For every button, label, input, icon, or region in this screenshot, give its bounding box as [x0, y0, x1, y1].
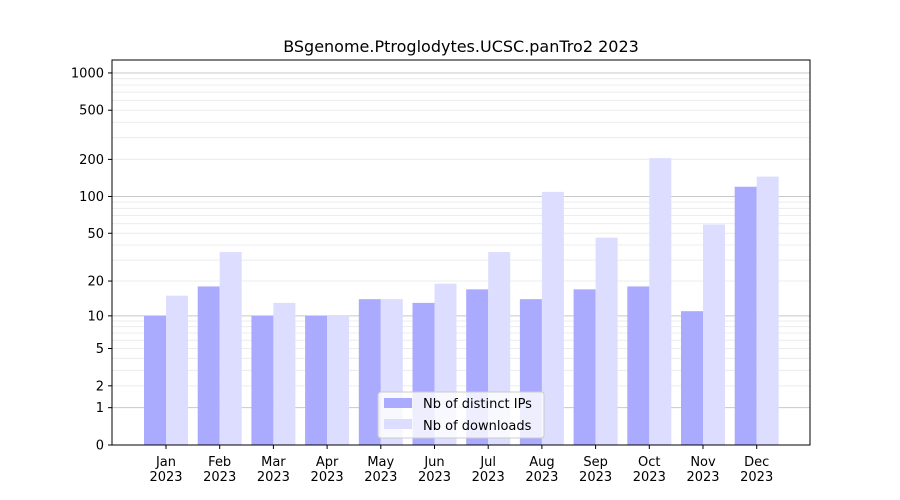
bar-downloads: [541, 191, 564, 445]
x-tick-label: Nov: [690, 455, 716, 470]
bar-ips: [197, 286, 220, 445]
legend-label-ips: Nb of distinct IPs: [423, 397, 532, 412]
x-tick-label: 2023: [579, 470, 612, 485]
bar-downloads: [273, 302, 296, 445]
x-tick-label: 2023: [311, 470, 344, 485]
bar-ips: [681, 311, 703, 445]
x-tick-label: Sep: [583, 455, 608, 470]
y-tick-label: 2: [96, 379, 104, 394]
x-tick-label: Dec: [744, 455, 769, 470]
y-axis: 0 1 2 5 10 20 50 100 200 500 1000: [71, 66, 112, 454]
x-tick-label: Feb: [208, 455, 231, 470]
bar-ips: [734, 186, 757, 445]
y-tick-label: 1000: [71, 66, 104, 81]
y-tick-label: 5: [96, 342, 104, 357]
bar-ips: [573, 289, 596, 445]
bar-downloads: [166, 295, 188, 445]
x-tick-label: 2023: [257, 470, 290, 485]
x-tick-label: 2023: [472, 470, 505, 485]
x-tick-label: 2023: [740, 470, 773, 485]
x-tick-label: Jan: [155, 455, 176, 470]
legend-swatch-downloads: [384, 419, 412, 429]
bar-downloads: [327, 315, 350, 445]
y-tick-label: 100: [79, 190, 104, 205]
x-tick-label: Jul: [479, 455, 496, 470]
y-tick-label: 200: [79, 153, 104, 168]
x-tick-label: 2023: [633, 470, 666, 485]
x-tick-label: 2023: [364, 470, 397, 485]
bar-ips: [144, 315, 166, 445]
bar-downloads: [649, 158, 672, 446]
legend-label-downloads: Nb of downloads: [423, 419, 532, 434]
x-tick-label: 2023: [525, 470, 558, 485]
bar-downloads: [703, 224, 725, 445]
plot-frame: [111, 59, 811, 446]
y-tick-label: 50: [87, 227, 104, 242]
y-tick-label: 1: [96, 401, 104, 416]
x-tick-label: Apr: [316, 455, 339, 470]
bars: [144, 158, 779, 446]
x-tick-label: Mar: [261, 455, 286, 470]
x-tick-label: 2023: [203, 470, 236, 485]
bar-ips: [251, 315, 274, 445]
x-tick-label: Oct: [638, 455, 660, 470]
bar-downloads: [756, 176, 779, 445]
x-tick-label: 2023: [149, 470, 182, 485]
y-tick-label: 20: [87, 275, 104, 290]
legend-swatch-ips: [384, 398, 412, 408]
x-tick-label: Jun: [423, 455, 444, 470]
bar-downloads: [219, 252, 242, 445]
chart-title: BSgenome.Ptroglodytes.UCSC.panTro2 2023: [283, 37, 639, 56]
y-tick-label: 500: [79, 104, 104, 119]
bar-ips: [358, 299, 381, 445]
bar-ips: [305, 315, 328, 445]
x-axis: Jan2023Feb2023Mar2023Apr2023May2023Jun20…: [149, 445, 773, 485]
x-tick-label: Aug: [529, 455, 554, 470]
x-tick-label: 2023: [418, 470, 451, 485]
legend: Nb of distinct IPs Nb of downloads: [377, 391, 545, 439]
x-tick-label: May: [367, 455, 394, 470]
y-tick-label: 10: [87, 309, 104, 324]
y-tick-label: 0: [96, 439, 104, 454]
bar-downloads: [595, 237, 618, 445]
bar-ips: [627, 286, 650, 445]
x-tick-label: 2023: [686, 470, 719, 485]
